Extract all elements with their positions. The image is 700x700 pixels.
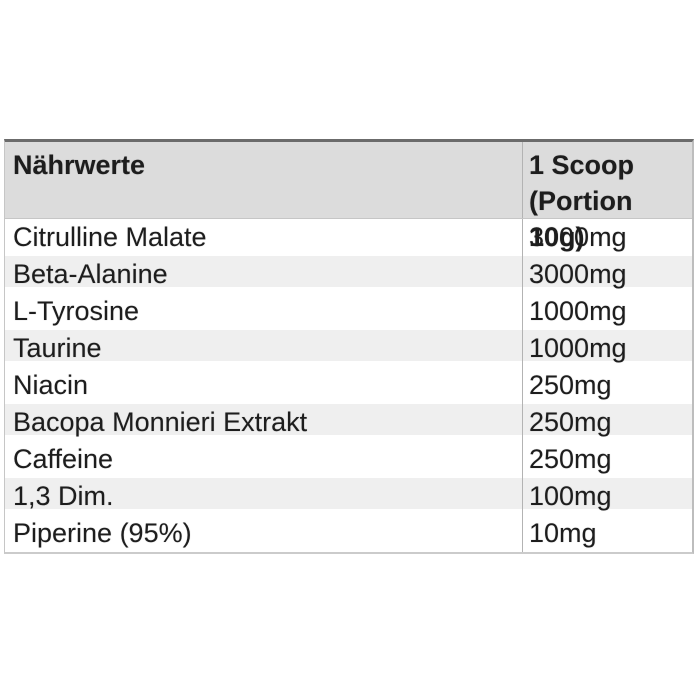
table-row: Beta-Alanine 3000mg — [5, 256, 692, 293]
ingredient-amount: 250mg — [522, 367, 692, 404]
header-serving-label: 1 Scoop (Portion 10g) — [522, 142, 692, 252]
nutrition-table-header-row: Nährwerte 1 Scoop (Portion 10g) — [5, 142, 692, 252]
ingredient-name: 1,3 Dim. — [13, 481, 114, 511]
header-serving-line1: 1 Scoop — [529, 150, 635, 180]
ingredient-amount: 10mg — [522, 515, 692, 552]
ingredient-amount: 250mg — [522, 404, 692, 441]
ingredient-amount: 1000mg — [522, 293, 692, 330]
table-row: Niacin 250mg — [5, 367, 692, 404]
ingredient-name: Citrulline Malate — [13, 222, 207, 252]
ingredient-amount: 1000mg — [522, 330, 692, 367]
nutrition-table: Nährwerte 1 Scoop (Portion 10g) Citrulli… — [4, 139, 694, 554]
ingredient-name: Piperine (95%) — [13, 518, 192, 548]
ingredient-amount: 3000mg — [522, 256, 692, 293]
table-row: Taurine 1000mg — [5, 330, 692, 367]
ingredient-name: Taurine — [13, 333, 102, 363]
ingredient-name: Niacin — [13, 370, 89, 400]
table-row: Caffeine 250mg — [5, 441, 692, 478]
ingredient-amount: 3000mg — [522, 219, 692, 256]
ingredient-name: Caffeine — [13, 444, 114, 474]
table-row: L-Tyrosine 1000mg — [5, 293, 692, 330]
ingredient-amount: 250mg — [522, 441, 692, 478]
ingredient-name: Beta-Alanine — [13, 259, 168, 289]
table-row: Piperine (95%) 10mg — [5, 515, 692, 552]
table-row: Citrulline Malate 3000mg — [5, 219, 692, 256]
ingredient-name: Bacopa Monnieri Extrakt — [13, 407, 308, 437]
header-serving-line2: (Portion 10g) — [529, 186, 633, 252]
header-nutrients-label: Nährwerte — [13, 150, 146, 180]
ingredient-name: L-Tyrosine — [13, 296, 140, 326]
table-row: Bacopa Monnieri Extrakt 250mg — [5, 404, 692, 441]
table-row: 1,3 Dim. 100mg — [5, 478, 692, 515]
ingredient-amount: 100mg — [522, 478, 692, 515]
